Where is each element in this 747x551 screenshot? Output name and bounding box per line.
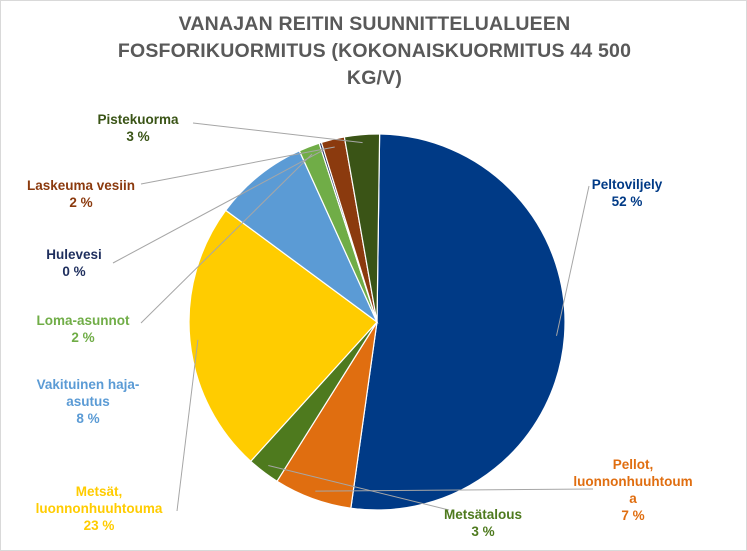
- slice-name-label: Laskeuma vesiin: [27, 178, 135, 193]
- slice-value-label: 3 %: [471, 524, 494, 539]
- slice-name-label: Hulevesi: [46, 247, 102, 262]
- chart-title: VANAJAN REITIN SUUNNITTELUALUEEN FOSFORI…: [41, 11, 708, 92]
- slice-value-label: 2 %: [69, 195, 92, 210]
- slice-label: Metsätalous 3 %: [444, 507, 522, 539]
- leader-line: [268, 465, 450, 511]
- slice-name-label: luonnonhuuhtoum: [573, 474, 692, 489]
- leader-line: [176, 339, 199, 512]
- leader-line: [556, 185, 590, 336]
- slice-value-label: 52 %: [612, 194, 643, 209]
- slice-value-label: 3 %: [126, 129, 149, 144]
- slice-value-label: 2 %: [71, 330, 94, 345]
- slice-label: Metsät, luonnonhuuhtouma 23 %: [36, 484, 163, 533]
- slice-name-label: asutus: [66, 394, 110, 409]
- slice-label: Laskeuma vesiin 2 %: [27, 178, 135, 210]
- slice-name-label: Peltoviljely: [592, 177, 663, 192]
- pie-slice: [224, 149, 379, 324]
- pie-slices: [188, 133, 566, 511]
- slice-label: Pistekuorma 3 %: [97, 112, 179, 144]
- slice-label: Hulevesi 0 %: [46, 247, 102, 279]
- slice-label: Vakituinen haja-asutus 8 %: [37, 377, 140, 426]
- chart-title-line: VANAJAN REITIN SUUNNITTELUALUEEN: [178, 13, 571, 35]
- chart-title-line: KG/V): [346, 67, 403, 89]
- leader-line: [112, 149, 323, 264]
- slice-label: Loma-asunnot 2 %: [37, 313, 131, 345]
- leader-lines: [112, 122, 594, 512]
- leader-line: [192, 122, 363, 144]
- leader-line: [140, 146, 335, 185]
- slice-name-label: luonnonhuuhtouma: [36, 501, 163, 516]
- slice-name-label: Metsät,: [76, 484, 123, 499]
- slice-label: Pellot, luonnonhuuhtoum a 7 %: [573, 457, 692, 523]
- slice-label: Peltoviljely 52 %: [592, 177, 663, 209]
- leader-line: [315, 488, 594, 492]
- slice-name-label: Pellot,: [613, 457, 654, 472]
- slice-name-label: Loma-asunnot: [37, 313, 131, 328]
- slice-labels: Peltoviljely 52 %Pellot, luonnonhuuhtoum a 7…: [27, 112, 693, 539]
- slice-name-label: Pistekuorma: [97, 112, 179, 127]
- slice-value-label: 0 %: [62, 264, 85, 279]
- pie-slice: [343, 133, 381, 323]
- chart-title-line: FOSFORIKUORMITUS (KOKONAISKUORMITUS 44 5…: [117, 40, 632, 62]
- slice-name-label: a: [629, 491, 637, 506]
- slice-value-label: 23 %: [84, 518, 115, 533]
- pie-slice: [350, 133, 566, 511]
- slice-name-label: Vakituinen haja-: [37, 377, 140, 392]
- slice-value-label: 7 %: [621, 508, 644, 523]
- slice-value-label: 8 %: [76, 411, 99, 426]
- leader-line: [140, 153, 313, 324]
- pie-slice: [188, 209, 378, 463]
- slice-name-label: Metsätalous: [444, 507, 522, 522]
